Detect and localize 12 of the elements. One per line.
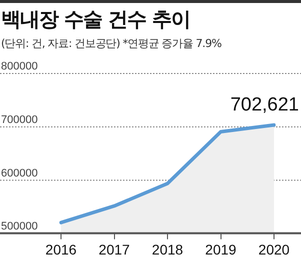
x-tick-label: 2016 bbox=[45, 241, 77, 258]
y-tick-label: 500000 bbox=[1, 220, 38, 233]
chart-title: 백내장 수술 건수 추이 bbox=[1, 6, 190, 33]
y-tick-label: 600000 bbox=[1, 167, 38, 180]
y-tick-label: 800000 bbox=[1, 60, 38, 73]
chart-subtitle: (단위: 건, 자료: 건보공단) *연평균 증가율 7.9% bbox=[1, 36, 222, 51]
x-tick-label: 2019 bbox=[205, 241, 237, 258]
x-tick-label: 2018 bbox=[152, 241, 184, 258]
data-label: 702,621 bbox=[230, 94, 299, 116]
x-tick-label: 2017 bbox=[98, 241, 130, 258]
x-tick-label: 2020 bbox=[258, 241, 290, 258]
y-tick-label: 700000 bbox=[1, 114, 38, 126]
